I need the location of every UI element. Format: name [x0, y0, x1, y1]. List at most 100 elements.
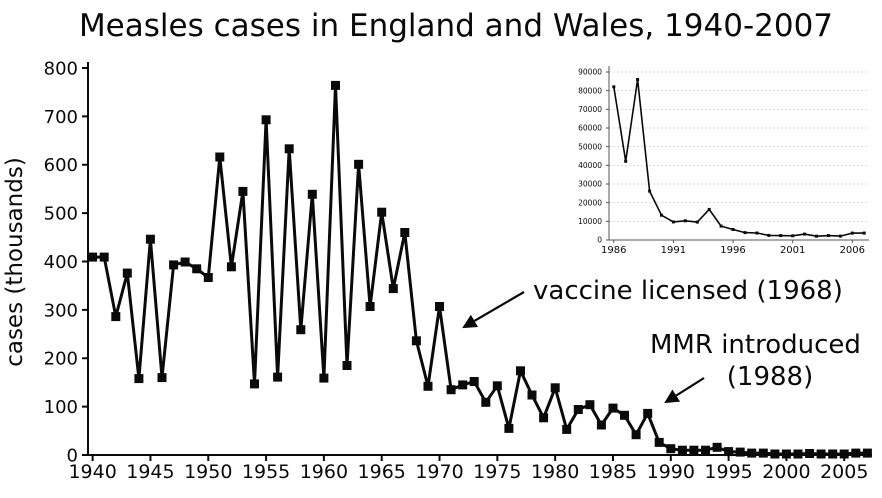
y-tick-label: 50000 [578, 142, 602, 151]
data-point-marker [816, 449, 826, 459]
data-point-marker [643, 408, 653, 418]
data-point-marker [620, 410, 629, 420]
data-point-marker [527, 390, 537, 400]
data-point-marker [851, 448, 861, 458]
data-point-marker [319, 373, 329, 383]
data-point-marker [273, 372, 283, 382]
y-tick-label: 400 [44, 252, 78, 273]
y-tick-label: 40000 [578, 161, 602, 170]
data-point-marker [838, 234, 842, 238]
data-point-marker [781, 449, 791, 459]
data-point-marker [707, 207, 711, 211]
data-point-marker [539, 413, 549, 423]
y-tick-label: 0 [67, 445, 78, 466]
y-tick-label: 200 [44, 349, 78, 370]
data-point-marker [585, 400, 595, 410]
data-point-marker [793, 449, 803, 459]
data-point-marker [284, 144, 294, 154]
data-point-marker [758, 448, 768, 458]
x-tick-label: 1975 [473, 461, 521, 483]
x-tick-label: 1990 [647, 461, 695, 483]
x-tick-label: 1945 [126, 461, 174, 483]
data-point-marker [712, 442, 722, 452]
x-tick-label: 1965 [358, 461, 406, 483]
data-point-marker [731, 228, 735, 231]
vaccine-arrow [462, 291, 525, 329]
y-tick-label: 800 [44, 58, 78, 79]
x-tick-label: 1985 [589, 461, 637, 483]
data-point-marker [648, 189, 652, 193]
data-point-marker [636, 78, 640, 81]
data-point-marker [261, 115, 271, 125]
data-point-marker [458, 380, 468, 390]
data-point-marker [157, 373, 167, 383]
data-point-marker [203, 273, 213, 282]
data-point-marker [504, 423, 514, 433]
data-point-marker [562, 424, 572, 434]
mmr-annotation-line1: MMR introduced [650, 330, 861, 360]
data-point-marker [296, 325, 306, 335]
data-point-marker [238, 186, 248, 196]
data-point-marker [550, 383, 560, 393]
data-point-marker [689, 445, 699, 455]
x-tick-label: 1970 [415, 461, 463, 483]
data-point-marker [411, 336, 421, 346]
data-point-marker [767, 233, 771, 237]
data-point-marker [862, 231, 866, 235]
data-point-marker [481, 397, 491, 407]
data-point-marker [755, 231, 759, 235]
x-tick-label: 1955 [242, 461, 290, 483]
data-point-marker [770, 449, 780, 459]
x-tick-label: 1960 [300, 461, 348, 483]
data-point-marker [331, 80, 340, 90]
x-tick-label: 1950 [184, 461, 232, 483]
y-axis-title: cases (thousands) [2, 157, 28, 367]
data-point-marker [850, 231, 854, 235]
data-point-marker [612, 85, 616, 89]
data-point-marker [631, 430, 641, 440]
x-tick-label: 1991 [661, 245, 686, 256]
data-point-marker [654, 437, 664, 447]
data-point-marker [747, 448, 757, 458]
y-tick-label: 80000 [578, 86, 602, 95]
data-point-marker [145, 234, 155, 244]
y-tick-label: 20000 [578, 198, 602, 207]
data-point-marker [122, 268, 132, 278]
data-point-marker [839, 449, 849, 459]
data-point-marker [250, 379, 259, 389]
data-point-marker [803, 232, 807, 236]
data-point-marker [805, 449, 815, 458]
data-point-marker [671, 220, 675, 224]
data-point-marker [719, 224, 723, 228]
y-tick-label: 30000 [578, 180, 602, 189]
x-tick-label: 1940 [68, 461, 116, 483]
data-point-marker [516, 366, 525, 376]
inset-chart: 0 10000 20000 30000 40000 50000 60000 70000 8000… [578, 66, 869, 256]
data-point-marker [826, 234, 830, 238]
data-point-marker [743, 231, 747, 235]
data-point-marker [624, 159, 628, 163]
data-point-marker [735, 447, 745, 457]
data-point-marker [435, 302, 444, 311]
data-point-marker [791, 234, 795, 238]
data-point-marker [596, 420, 606, 430]
chart-title: Measles cases in England and Wales, 1940… [79, 8, 833, 44]
data-point-marker [88, 252, 98, 262]
data-point-marker [226, 262, 236, 272]
data-point-marker [573, 405, 583, 414]
data-point-marker [388, 284, 398, 294]
data-point-marker [683, 219, 687, 223]
x-tick-label: 2005 [820, 461, 868, 483]
x-tick-label: 1995 [704, 461, 752, 483]
data-point-marker [111, 312, 121, 322]
data-point-marker [677, 445, 687, 455]
y-tick-label: 60000 [578, 124, 602, 133]
main-chart: 0 100 200 300 400 500 600 700 800 1940 1945 1950 195… [44, 58, 872, 483]
vaccine-licensed-annotation: vaccine licensed (1968) [533, 276, 843, 306]
data-point-marker [192, 264, 202, 274]
data-point-marker [215, 152, 225, 162]
data-point-marker [423, 381, 433, 391]
y-tick-label: 500 [44, 204, 78, 225]
data-point-marker [446, 385, 456, 395]
y-tick-label: 700 [44, 107, 78, 128]
